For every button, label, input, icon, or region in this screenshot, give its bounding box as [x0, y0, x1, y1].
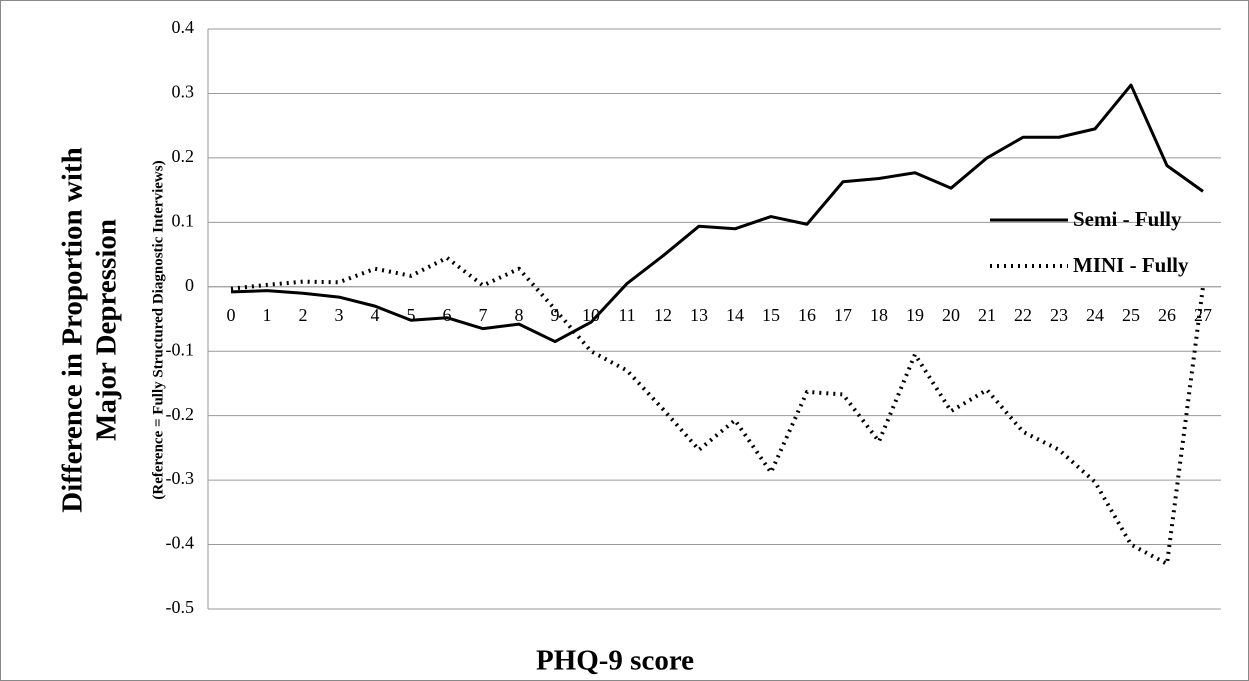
x-tick-label: 18: [870, 305, 888, 325]
x-tick-label: 23: [1050, 305, 1068, 325]
x-tick-label: 13: [690, 305, 708, 325]
x-tick-label: 21: [978, 305, 996, 325]
x-tick-label: 8: [515, 305, 524, 325]
x-tick-label: 9: [551, 305, 560, 325]
legend-label: MINI - Fully: [1073, 253, 1189, 277]
y-tick-label: -0.1: [166, 339, 195, 359]
x-tick-label: 16: [798, 305, 816, 325]
x-tick-label: 27: [1194, 305, 1212, 325]
y-tick-label: -0.5: [166, 597, 195, 617]
series-line: [230, 83, 1204, 344]
y-tick-label: -0.2: [166, 404, 195, 424]
x-tick-label: 7: [479, 305, 488, 325]
x-tick-label: 10: [582, 305, 600, 325]
x-tick-label: 6: [443, 305, 452, 325]
series-line: [230, 255, 1205, 566]
x-tick-label: 1: [263, 305, 272, 325]
x-tick-label: 3: [335, 305, 344, 325]
x-tick-label: 15: [762, 305, 780, 325]
x-tick-label: 4: [371, 305, 380, 325]
x-tick-label: 0: [227, 305, 236, 325]
legend-label: Semi - Fully: [1073, 207, 1182, 231]
x-tick-label: 19: [906, 305, 924, 325]
y-tick-label: 0.2: [172, 146, 195, 166]
x-tick-label: 26: [1158, 305, 1176, 325]
y-axis-title: Difference in Proportion with: [57, 147, 89, 512]
y-axis-title: Major Depression: [91, 219, 123, 441]
y-axis-note: (Reference = Fully Structured Diagnostic…: [150, 160, 166, 499]
x-tick-label: 25: [1122, 305, 1140, 325]
x-tick-label: 20: [942, 305, 960, 325]
y-tick-label: -0.3: [166, 468, 195, 488]
y-tick-label: 0: [185, 275, 194, 295]
x-tick-label: 12: [654, 305, 672, 325]
x-tick-label: 24: [1086, 305, 1104, 325]
y-tick-label: -0.4: [166, 533, 195, 553]
y-title-group: Difference in Proportion with Major Depr…: [57, 147, 167, 512]
x-axis-title: PHQ-9 score: [536, 645, 694, 677]
x-tick-label: 22: [1014, 305, 1032, 325]
x-tick-label: 11: [618, 305, 635, 325]
y-tick-label: 0.1: [172, 210, 195, 230]
x-tick-label: 17: [834, 305, 852, 325]
x-tick-label: 14: [726, 305, 744, 325]
y-tick-label: 0.4: [172, 17, 195, 37]
x-tick-label: 5: [407, 305, 416, 325]
y-tick-label: 0.3: [172, 82, 195, 102]
x-tick-label: 2: [299, 305, 308, 325]
